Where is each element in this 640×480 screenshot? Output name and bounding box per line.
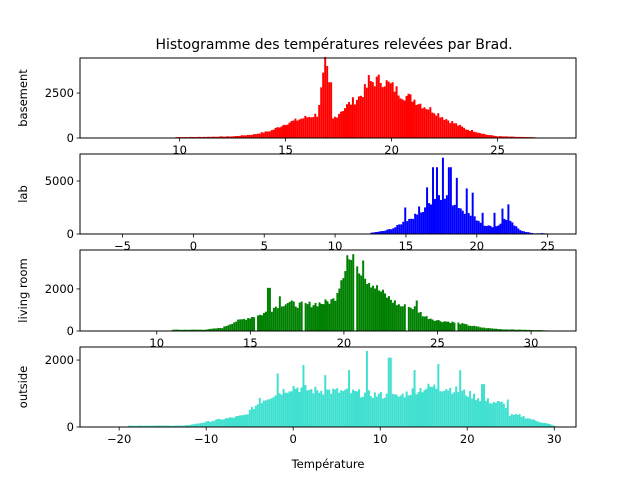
x-tick-label: 10 [328,239,343,253]
x-tick-label: 30 [524,336,539,350]
subplot-lab: −5 0 5 10 15 20 25 0 5000 lab [16,153,577,253]
x-tick-label: 0 [190,239,197,253]
x-tick-label: 30 [547,432,562,446]
x-tick-label: 15 [399,239,414,253]
x-tick-label: 10 [172,143,187,157]
y-tick-label: 0 [67,420,74,434]
y-tick-label: 2000 [45,282,74,296]
y-axis-label: outside [16,366,30,408]
x-axis-label: Température [291,457,365,471]
y-axis-label: basement [16,69,30,127]
subplot-living-room: 10 15 20 25 30 0 2000 living room [16,249,577,350]
x-tick-label: 25 [430,336,445,350]
y-axis-label: lab [16,185,30,203]
x-tick-label: 15 [243,336,258,350]
chart-title: Histogramme des températures relevées pa… [155,37,512,53]
histogram-bars [171,254,549,331]
histogram-bars [175,56,537,138]
subplot-basement: 10 15 20 25 0 2500 basement [16,56,577,157]
y-tick-label: 0 [67,227,74,241]
histogram-bars [370,157,552,234]
y-tick-label: 0 [67,324,74,338]
histogram-bars [127,351,557,427]
axes-frame [79,57,577,139]
y-axis-label: living room [16,258,30,322]
x-tick-label: 25 [540,239,555,253]
x-tick-label: 25 [490,143,505,157]
subplot-outside: −20 −10 0 10 20 30 0 2000 outside [16,346,577,446]
x-tick-label: 20 [460,432,475,446]
y-tick-label: 5000 [45,174,74,188]
x-tick-label: 5 [261,239,268,253]
x-tick-label: −20 [107,432,131,446]
x-tick-label: 20 [469,239,484,253]
y-tick-label: 0 [67,131,74,145]
x-tick-label: 10 [373,432,388,446]
x-tick-label: −10 [194,432,218,446]
x-tick-label: 20 [384,143,399,157]
x-tick-label: −5 [114,239,131,253]
x-tick-label: 10 [149,336,164,350]
x-tick-label: 15 [278,143,293,157]
y-tick-label: 2500 [45,86,74,100]
x-tick-label: 0 [290,432,297,446]
x-tick-label: 20 [337,336,352,350]
y-tick-label: 2000 [45,353,74,367]
